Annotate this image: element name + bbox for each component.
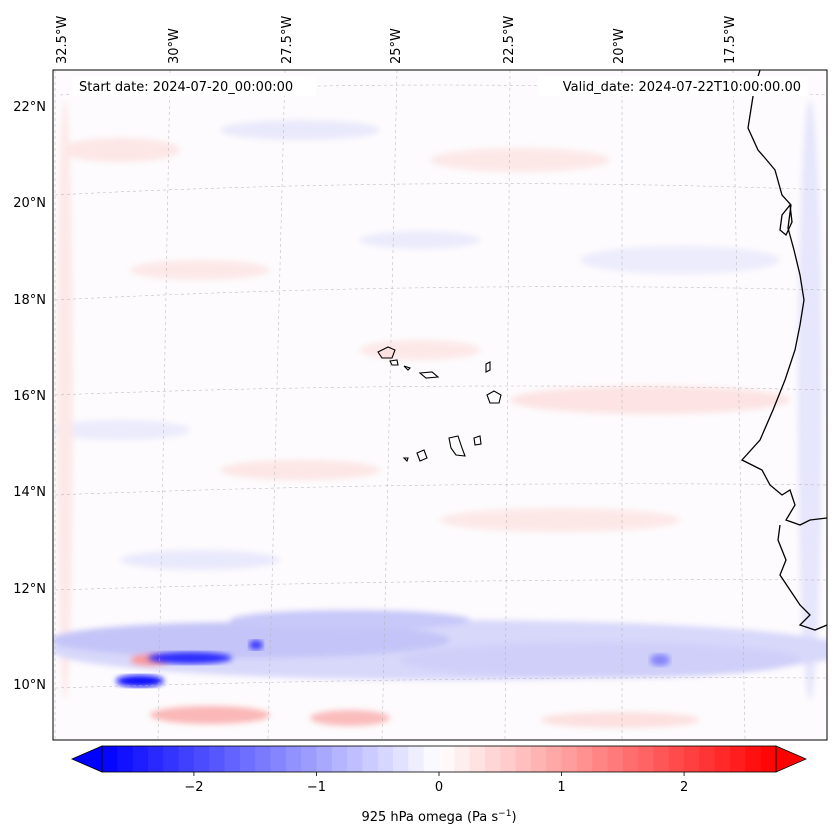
colorbar-title-exp: −1	[498, 809, 511, 819]
lat-label: 22°N	[13, 100, 46, 115]
map-frame	[52, 69, 828, 741]
valid-date-label: Valid_date: 2024-07-22T10:00:00.00	[563, 80, 801, 95]
colorbar-tick-label: 1	[557, 780, 565, 795]
omega-strong-cores	[116, 640, 670, 687]
map-panel	[53, 70, 827, 740]
colorbar-tick-label: −2	[184, 780, 203, 795]
colorbar-tick-label: 2	[680, 780, 688, 795]
lon-label: 22.5°W	[502, 16, 517, 64]
colorbar-bin	[592, 746, 608, 772]
island-santa-luzia	[403, 365, 412, 371]
omega-field	[53, 100, 827, 728]
colorbar-bin	[607, 746, 624, 772]
island-fogo	[416, 449, 428, 462]
colorbar-ticks: −2 −1 0 1 2	[184, 772, 688, 795]
lon-label: 27.5°W	[280, 16, 295, 64]
colorbar-bin	[500, 746, 516, 772]
colorbar-bin	[102, 746, 118, 772]
colorbar-tick-label: 0	[435, 780, 443, 795]
colorbar-bin	[714, 746, 731, 772]
island-santiago	[448, 435, 466, 457]
lat-label: 12°N	[13, 582, 46, 597]
colorbar-bin	[684, 746, 700, 772]
colorbar-bin	[331, 746, 348, 772]
colorbar-bin	[316, 746, 333, 772]
lat-axis-labels: 22°N 20°N 18°N 16°N 14°N 12°N 10°N	[13, 100, 46, 693]
island-maio	[473, 435, 482, 446]
colorbar-bin	[515, 746, 532, 772]
island-sal	[485, 361, 491, 373]
colorbar-bin	[117, 746, 134, 772]
colorbar-title-close: )	[511, 810, 516, 825]
colorbar-bin	[209, 746, 225, 772]
coastline	[740, 70, 827, 631]
colorbar-bin	[408, 746, 425, 772]
island-boa-vista	[486, 390, 502, 404]
colorbar-bin	[561, 746, 578, 772]
colorbar-bin	[469, 746, 486, 772]
colorbar-bin	[760, 746, 777, 772]
colorbar-bin	[638, 746, 654, 772]
lat-label: 16°N	[13, 389, 46, 404]
colorbar-bin	[377, 746, 394, 772]
colorbar-extend-min	[70, 745, 103, 773]
colorbar-bin	[285, 746, 302, 772]
lat-label: 18°N	[13, 293, 46, 308]
colorbar-bin	[301, 746, 317, 772]
lon-label: 30°W	[167, 28, 182, 64]
colorbar-bin	[546, 746, 562, 772]
colorbar: −2 −1 0 1 2 925 hPa omega (Pa s−1)	[70, 745, 808, 825]
colorbar-bin	[163, 746, 179, 772]
colorbar-bin	[730, 746, 746, 772]
colorbar-bin	[178, 746, 195, 772]
lat-label: 10°N	[13, 678, 46, 693]
colorbar-bin	[193, 746, 210, 772]
lon-axis-labels: 32.5°W 30°W 27.5°W 25°W 22.5°W 20°W 17.5…	[55, 16, 738, 64]
colorbar-extend-max	[775, 745, 808, 773]
lon-label: 25°W	[389, 28, 404, 64]
colorbar-bin	[699, 746, 716, 772]
cape-verde-islands	[377, 346, 502, 463]
colorbar-bin	[653, 746, 670, 772]
colorbar-bin	[745, 746, 762, 772]
island-sao-nicolau	[418, 371, 440, 379]
colorbar-bin	[439, 746, 455, 772]
island-sao-vicente	[389, 359, 399, 366]
colorbar-bin	[423, 746, 440, 772]
colorbar-title-main: 925 hPa omega (Pa s	[361, 810, 498, 825]
lon-label: 17.5°W	[723, 16, 738, 64]
colorbar-bin	[668, 746, 685, 772]
colorbar-bin	[270, 746, 287, 772]
colorbar-bin	[530, 746, 547, 772]
colorbar-bin	[347, 746, 363, 772]
colorbar-bin	[576, 746, 593, 772]
colorbar-bin	[622, 746, 639, 772]
colorbar-bins	[102, 746, 777, 772]
island-santo-antao	[377, 346, 396, 359]
start-date-label: Start date: 2024-07-20_00:00:00	[79, 80, 293, 95]
valid-date-box	[538, 76, 808, 96]
lat-label: 20°N	[13, 196, 46, 211]
colorbar-bin	[454, 746, 471, 772]
colorbar-bin	[147, 746, 164, 772]
lon-label: 32.5°W	[55, 16, 70, 64]
colorbar-bin	[393, 746, 409, 772]
colorbar-tick-label: −1	[307, 780, 326, 795]
colorbar-title: 925 hPa omega (Pa s−1)	[361, 809, 516, 825]
colorbar-bin	[224, 746, 241, 772]
colorbar-bin	[132, 746, 149, 772]
colorbar-bin	[255, 746, 271, 772]
lat-label: 14°N	[13, 485, 46, 500]
start-date-box	[72, 76, 316, 96]
colorbar-bin	[484, 746, 501, 772]
island-brava	[402, 457, 409, 463]
lon-label: 20°W	[612, 28, 627, 64]
colorbar-bin	[239, 746, 256, 772]
colorbar-bin	[362, 746, 379, 772]
